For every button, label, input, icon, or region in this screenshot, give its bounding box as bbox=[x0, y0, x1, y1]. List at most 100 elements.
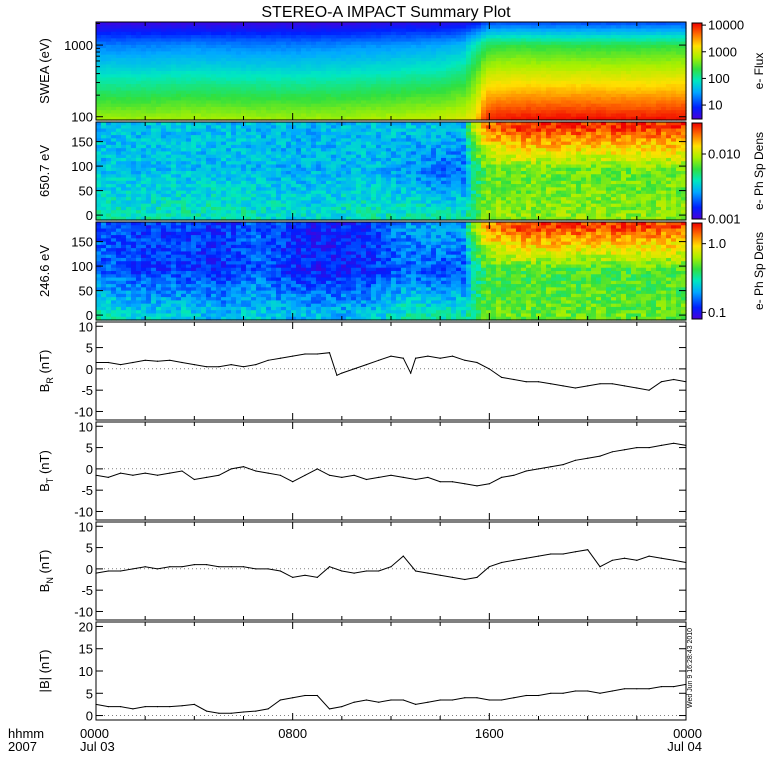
bt-point-22 bbox=[365, 478, 367, 481]
br-point-28 bbox=[415, 357, 417, 359]
time-axis-year-label: 2007 bbox=[8, 739, 37, 754]
bn-point-11 bbox=[230, 566, 232, 568]
bt-point-10 bbox=[218, 474, 220, 476]
bt-point-15 bbox=[279, 474, 281, 476]
br-point-45 bbox=[623, 385, 626, 387]
br-ylabel: BR (nT) bbox=[37, 350, 55, 393]
bn-point-13 bbox=[255, 568, 257, 570]
br-point-48 bbox=[660, 381, 663, 383]
pad-246-colorbar-tick-label-1: 1.0 bbox=[708, 236, 726, 251]
panel-bn: -10 -5 0 5 10 BN (nT) bbox=[37, 519, 687, 621]
br-point-44 bbox=[611, 383, 613, 385]
bmag-point-13 bbox=[255, 710, 257, 712]
bt-point-9 bbox=[206, 476, 208, 478]
br-point-34 bbox=[488, 368, 490, 370]
bn-point-28 bbox=[439, 574, 441, 576]
bt-ytick-label-3: 5 bbox=[86, 441, 93, 456]
bt-point-24 bbox=[390, 474, 392, 476]
swea-ytick-label-1: 1000 bbox=[64, 38, 93, 53]
bn-point-43 bbox=[623, 557, 626, 559]
bmag-point-5 bbox=[156, 706, 159, 708]
br-point-5 bbox=[156, 360, 159, 362]
timestamp-stamp: Wed Jun 9 16:28:43 2010 bbox=[687, 628, 694, 708]
panel-bt: -10 -5 0 5 10 BT (nT) bbox=[37, 419, 687, 521]
br-point-37 bbox=[525, 381, 527, 383]
bmag-ytick-label-2: 10 bbox=[79, 664, 93, 679]
bn-point-2 bbox=[120, 570, 122, 572]
bn-point-36 bbox=[537, 555, 540, 557]
bt-ytick-label-1: -5 bbox=[81, 483, 93, 498]
bmag-point-22 bbox=[365, 699, 367, 701]
br-point-47 bbox=[648, 389, 650, 391]
bn-point-4 bbox=[144, 566, 146, 568]
bmag-ytick-label-0: 0 bbox=[86, 709, 93, 724]
br-point-11 bbox=[230, 364, 232, 366]
bmag-point-43 bbox=[623, 688, 626, 690]
br-point-41 bbox=[574, 387, 577, 389]
bmag-point-29 bbox=[451, 699, 454, 701]
br-ytick-label-2: 0 bbox=[86, 362, 93, 377]
bn-point-31 bbox=[476, 576, 478, 579]
swea-colorbar-label: e- Flux bbox=[752, 53, 766, 90]
time-axis-corner-label: hhmm bbox=[8, 726, 44, 741]
panel-pad-246: 0.1 1.0 e- Ph Sp Dens 0 50 100 150 246.6 eV bbox=[37, 221, 766, 323]
bmag-ytick-label-1: 5 bbox=[86, 686, 93, 701]
bmag-trace bbox=[95, 683, 687, 714]
bmag-point-39 bbox=[574, 690, 577, 692]
br-point-38 bbox=[537, 381, 540, 383]
bn-ylabel: BN (nT) bbox=[37, 550, 55, 593]
time-tick-label-1: 0800 bbox=[278, 726, 307, 741]
plot-title: STEREO-A IMPACT Summary Plot bbox=[261, 4, 511, 21]
panel-pad-650: 0.001 0.010 e- Ph Sp Dens 0 50 100 150 650.7 eV bbox=[37, 121, 766, 227]
bn-point-37 bbox=[550, 553, 552, 555]
bmag-point-30 bbox=[464, 697, 466, 699]
br-point-39 bbox=[550, 383, 552, 385]
bmag-point-11 bbox=[230, 712, 232, 714]
br-point-18 bbox=[316, 353, 318, 355]
bn-point-12 bbox=[242, 566, 245, 568]
bn-ytick-label-0: -10 bbox=[74, 604, 93, 619]
bn-point-26 bbox=[415, 570, 417, 572]
bn-point-45 bbox=[648, 555, 650, 557]
bn-point-19 bbox=[328, 566, 331, 568]
bmag-point-36 bbox=[537, 694, 540, 697]
panel-br: -10 -5 0 5 10 BR (nT) bbox=[37, 319, 687, 421]
br-point-8 bbox=[193, 364, 195, 366]
bt-point-28 bbox=[439, 481, 441, 483]
bmag-point-16 bbox=[292, 697, 294, 699]
bmag-ylabel: |B| (nT) bbox=[37, 650, 52, 693]
bt-point-40 bbox=[587, 457, 589, 459]
bmag-point-46 bbox=[660, 686, 663, 688]
bn-frame bbox=[95, 521, 687, 621]
bt-point-5 bbox=[156, 474, 159, 476]
bt-trace bbox=[95, 442, 687, 487]
bn-point-16 bbox=[292, 576, 294, 579]
bn-point-27 bbox=[427, 572, 429, 574]
bn-point-21 bbox=[353, 572, 355, 574]
bt-point-29 bbox=[451, 481, 454, 483]
bt-point-18 bbox=[316, 468, 318, 470]
bn-point-32 bbox=[488, 566, 490, 568]
bn-point-38 bbox=[562, 553, 564, 555]
bn-point-40 bbox=[587, 549, 589, 551]
br-point-22 bbox=[353, 368, 355, 370]
bt-point-38 bbox=[562, 464, 564, 466]
bt-point-12 bbox=[242, 466, 245, 468]
swea-heatmap-cells bbox=[96, 22, 687, 121]
bt-point-45 bbox=[648, 447, 650, 449]
bt-point-11 bbox=[230, 468, 232, 470]
bn-ytick-label-4: 10 bbox=[79, 519, 93, 534]
bmag-point-32 bbox=[488, 699, 490, 701]
bmag-point-25 bbox=[402, 699, 404, 701]
br-point-3 bbox=[132, 361, 134, 364]
bt-point-19 bbox=[328, 474, 331, 476]
bn-ytick-label-3: 5 bbox=[86, 541, 93, 556]
swea-ylabel: SWEA (eV) bbox=[37, 38, 52, 104]
bt-point-27 bbox=[427, 476, 429, 478]
br-point-36 bbox=[513, 378, 515, 381]
bmag-ytick-label-3: 15 bbox=[79, 642, 93, 657]
bn-point-34 bbox=[513, 559, 515, 561]
bmag-point-38 bbox=[562, 692, 564, 694]
pad-246-ylabel: 246.6 eV bbox=[37, 245, 52, 297]
bt-point-16 bbox=[292, 481, 294, 483]
